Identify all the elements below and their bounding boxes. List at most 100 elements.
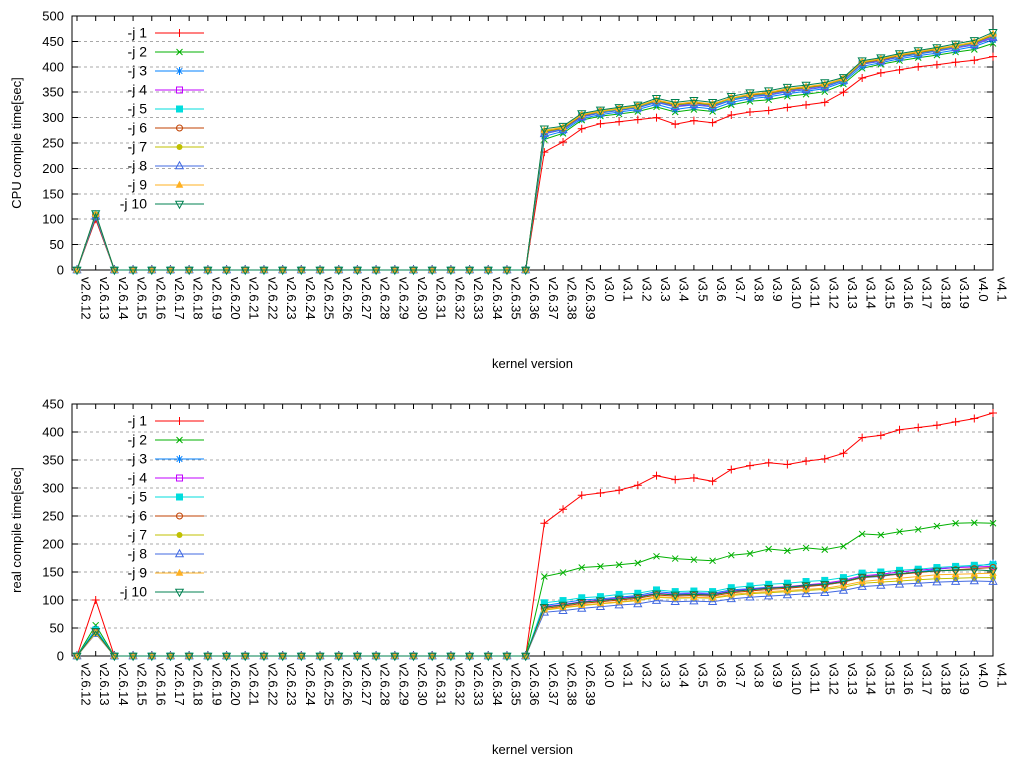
marker-square-filled (765, 580, 773, 588)
marker-triangle-down-open (876, 54, 886, 63)
x-tick-label: v2.6.20 (228, 663, 243, 706)
marker-square-filled (839, 574, 847, 582)
marker-triangle-down-open (203, 652, 213, 662)
marker-square-filled (596, 593, 604, 601)
x-tick-label: v3.14 (864, 277, 879, 309)
marker-triangle-up-filled (690, 97, 698, 105)
marker-square-filled (783, 579, 791, 587)
marker-plus (951, 417, 960, 426)
marker-triangle-down-open (988, 567, 998, 577)
marker-triangle-down-open (633, 593, 643, 603)
marker-square-filled (671, 588, 679, 596)
x-tick-label: v3.5 (695, 663, 710, 688)
marker-triangle-up-filled (802, 82, 810, 90)
x-tick-label: v2.6.12 (79, 277, 94, 320)
y-tick-label: 450 (42, 34, 64, 49)
marker-plus (932, 421, 941, 430)
x-tick-label: v3.13 (845, 277, 860, 309)
marker-triangle-down-open (259, 652, 269, 662)
legend-label: -j 3 (128, 63, 148, 79)
marker-triangle-down-open (521, 266, 531, 276)
marker-triangle-down-open (315, 266, 325, 276)
marker-triangle-up-filled (951, 41, 960, 49)
marker-triangle-up-filled (708, 99, 717, 107)
marker-triangle-up-filled (764, 88, 773, 95)
marker-cross (877, 531, 885, 539)
marker-triangle-up-open (539, 128, 549, 138)
x-tick-label: v3.9 (770, 277, 785, 302)
x-tick-label: v2.6.12 (79, 663, 94, 706)
marker-triangle-down-open (932, 44, 942, 53)
marker-triangle-up-filled (671, 593, 680, 601)
x-tick-label: v2.6.29 (396, 277, 411, 320)
x-tick-label: v3.12 (826, 277, 841, 309)
marker-plus (745, 108, 754, 117)
x-tick-label: v3.16 (901, 663, 916, 695)
x-tick-label: v3.7 (733, 663, 748, 688)
marker-triangle-down-open (464, 652, 475, 662)
marker-plus (577, 124, 586, 133)
marker-triangle-down-open (334, 266, 344, 276)
x-tick-label: v2.6.20 (228, 277, 243, 320)
y-tick-label: 100 (42, 212, 64, 227)
marker-triangle-up-open (670, 596, 680, 605)
marker-square-filled (176, 493, 183, 501)
y-tick-label: 100 (42, 593, 64, 608)
marker-triangle-up-filled (989, 29, 997, 37)
marker-cross (615, 561, 623, 569)
marker-triangle-down-open (427, 652, 437, 662)
marker-triangle-down-open (614, 104, 624, 113)
legend-label: -j 6 (128, 120, 148, 136)
x-tick-label: v2.6.37 (546, 277, 561, 320)
marker-plus (708, 477, 717, 486)
marker-triangle-down-open (689, 591, 699, 600)
marker-cross (840, 542, 847, 550)
x-tick-label: v3.13 (845, 663, 860, 695)
marker-triangle-down-open (408, 266, 419, 276)
marker-plus (671, 120, 680, 129)
marker-triangle-down-open (165, 652, 176, 662)
marker-square-filled (821, 576, 829, 584)
marker-triangle-down-open (913, 568, 923, 578)
cpu-chart-ylabel: CPU compile time[sec] (9, 77, 24, 209)
x-tick-label: v4.0 (976, 663, 991, 688)
marker-cross (802, 544, 810, 552)
legend: -j 1 -j 2 -j 3 -j 4 -j 5 -j 6 -j 7 -j 8 -j 9 -j 1… (120, 25, 204, 212)
y-tick-label: 50 (50, 237, 64, 252)
marker-triangle-down-open (128, 266, 138, 276)
marker-cross (858, 530, 866, 538)
x-tick-label: v3.18 (938, 277, 953, 309)
marker-triangle-down-open (707, 591, 718, 601)
x-tick-label: v3.7 (733, 277, 748, 302)
x-tick-label: v3.15 (882, 277, 897, 309)
marker-plus (540, 519, 549, 528)
marker-triangle-down-open (988, 28, 998, 38)
marker-square-filled (802, 578, 810, 586)
marker-square-open (176, 86, 183, 94)
marker-triangle-up-open (876, 580, 886, 589)
marker-triangle-down-open (109, 266, 120, 276)
x-tick-label: v3.17 (920, 277, 935, 309)
marker-triangle-down-open (820, 79, 830, 88)
x-tick-label: v3.17 (920, 663, 935, 695)
marker-triangle-down-open (726, 92, 736, 102)
marker-triangle-up-open (174, 548, 185, 558)
marker-square-filled (634, 589, 642, 597)
marker-triangle-up-filled (577, 600, 586, 608)
legend-label: -j 1 (128, 25, 148, 41)
marker-triangle-down-open (371, 652, 381, 662)
x-tick-label: v2.6.18 (191, 277, 206, 320)
marker-triangle-down-open (408, 652, 419, 662)
marker-circle-open (176, 124, 183, 132)
marker-triangle-down-open (577, 598, 587, 608)
plot-border (71, 403, 994, 657)
marker-asterisk (175, 67, 184, 75)
x-tick-label: v4.1 (995, 277, 1010, 302)
marker-triangle-up-open (988, 576, 998, 585)
marker-plus (615, 486, 624, 495)
marker-triangle-up-open (689, 595, 699, 605)
marker-triangle-down-open (221, 266, 232, 276)
marker-plus (175, 417, 184, 425)
x-tick-label: v3.6 (714, 663, 729, 688)
